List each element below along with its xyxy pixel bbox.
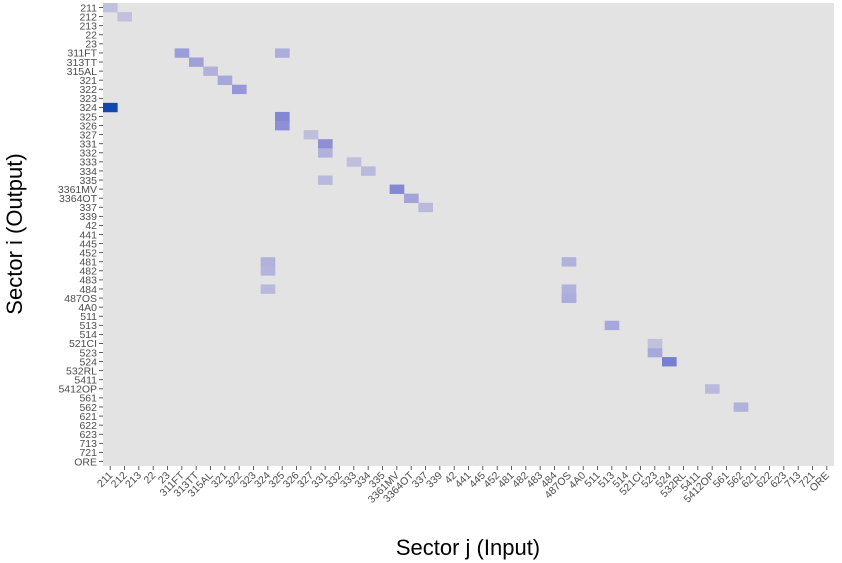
y-tick-label: 334 xyxy=(79,166,97,178)
y-tick-label: 327 xyxy=(79,129,97,141)
y-tick-label: 484 xyxy=(79,284,97,296)
y-tick-label: 23 xyxy=(85,39,97,51)
y-tick-label: 333 xyxy=(79,157,97,169)
x-axis-title: Sector j (Input) xyxy=(396,535,540,560)
heatmap-cell xyxy=(203,66,218,76)
y-tick-label: 621 xyxy=(79,411,97,423)
y-tick-label: 212 xyxy=(79,11,97,23)
y-tick-label: 481 xyxy=(79,257,97,269)
heatmap-cell xyxy=(117,12,132,22)
y-tick-label: 339 xyxy=(79,211,97,223)
y-tick-label: 321 xyxy=(79,75,97,87)
heatmap-cell xyxy=(361,166,376,176)
x-axis-ticks: 2112122132223311FT313TT315AL321322323324… xyxy=(95,466,832,506)
y-tick-label: 22 xyxy=(85,30,97,42)
heatmap-cell xyxy=(275,111,290,122)
heatmap-cell xyxy=(303,130,319,140)
y-tick-label: 331 xyxy=(79,139,97,151)
y-tick-label: 311FT xyxy=(67,48,97,60)
y-tick-label: 483 xyxy=(79,275,97,287)
heatmap-cell xyxy=(318,175,333,185)
y-tick-label: 337 xyxy=(79,202,97,214)
y-tick-label: ORE xyxy=(74,456,97,468)
y-tick-label: 532RL xyxy=(66,365,97,377)
y-tick-label: 513 xyxy=(79,320,97,332)
y-tick-label: 3361MV xyxy=(58,184,97,196)
y-tick-label: 326 xyxy=(79,120,97,132)
y-tick-label: 524 xyxy=(79,356,97,368)
y-tick-label: 487OS xyxy=(64,293,97,305)
y-tick-label: 323 xyxy=(79,93,97,105)
heatmap-cell xyxy=(346,157,362,167)
heatmap-cell xyxy=(232,84,247,95)
y-tick-label: 511 xyxy=(80,311,97,323)
y-tick-label: 482 xyxy=(79,266,97,278)
x-tick-label: 213 xyxy=(123,470,144,491)
heatmap-cell xyxy=(404,193,419,204)
y-axis-title: Sector i (Output) xyxy=(2,153,27,314)
y-tick-label: 324 xyxy=(79,102,97,114)
heatmap-cell xyxy=(561,284,577,294)
y-tick-label: 313TT xyxy=(67,57,98,69)
heatmap-cell xyxy=(647,338,663,349)
y-tick-label: 721 xyxy=(79,447,97,459)
heatmap-cell xyxy=(260,266,276,276)
heatmap-cell xyxy=(260,257,276,267)
y-tick-label: 523 xyxy=(79,347,97,359)
heatmap-cell xyxy=(174,48,190,58)
heatmap-cell xyxy=(418,202,433,213)
y-tick-label: 3364OT xyxy=(59,193,98,205)
heatmap-cell xyxy=(318,139,333,149)
y-tick-label: 514 xyxy=(79,329,97,341)
heatmap-cell xyxy=(705,384,720,394)
heatmap-cell xyxy=(647,347,663,358)
y-tick-label: 322 xyxy=(79,84,97,96)
y-tick-label: 5411 xyxy=(74,375,97,387)
heatmap-cell xyxy=(662,357,677,367)
y-tick-label: 42 xyxy=(85,220,97,232)
y-tick-label: 623 xyxy=(79,429,97,441)
y-tick-label: 561 xyxy=(79,393,97,405)
heatmap-cell xyxy=(275,48,290,58)
y-tick-label: 211 xyxy=(80,2,97,14)
heatmap-cell xyxy=(103,102,118,113)
heatmap-cell xyxy=(189,57,204,67)
y-tick-label: 713 xyxy=(79,438,97,450)
y-tick-label: 213 xyxy=(79,21,97,33)
y-tick-label: 332 xyxy=(79,148,97,160)
heatmap-cell xyxy=(318,148,333,158)
y-axis-ticks: 2112122132223311FT313TT315AL321322323324… xyxy=(58,2,103,468)
heatmap-cell xyxy=(561,257,577,267)
heatmap-cell xyxy=(260,284,276,294)
heatmap-cell xyxy=(275,121,290,131)
y-tick-label: 521CI xyxy=(69,338,97,350)
y-tick-label: 5412OP xyxy=(58,384,97,396)
heatmap-cell xyxy=(103,3,118,13)
heatmap-cells xyxy=(103,3,749,412)
heatmap-cell xyxy=(604,320,620,331)
y-tick-label: 335 xyxy=(79,175,97,187)
heatmap-cell xyxy=(389,184,405,194)
heatmap-cell xyxy=(217,75,233,86)
y-tick-label: 325 xyxy=(79,111,97,123)
y-tick-label: 4A0 xyxy=(78,302,97,314)
heatmap-cell xyxy=(561,293,577,303)
y-tick-label: 562 xyxy=(79,402,97,414)
x-tick-label: 339 xyxy=(424,470,445,491)
y-tick-label: 445 xyxy=(79,238,97,250)
y-tick-label: 452 xyxy=(79,247,97,259)
y-tick-label: 622 xyxy=(79,420,97,432)
y-tick-label: 315AL xyxy=(67,66,98,78)
heatmap-cell xyxy=(733,402,749,412)
y-tick-label: 441 xyxy=(79,229,97,241)
